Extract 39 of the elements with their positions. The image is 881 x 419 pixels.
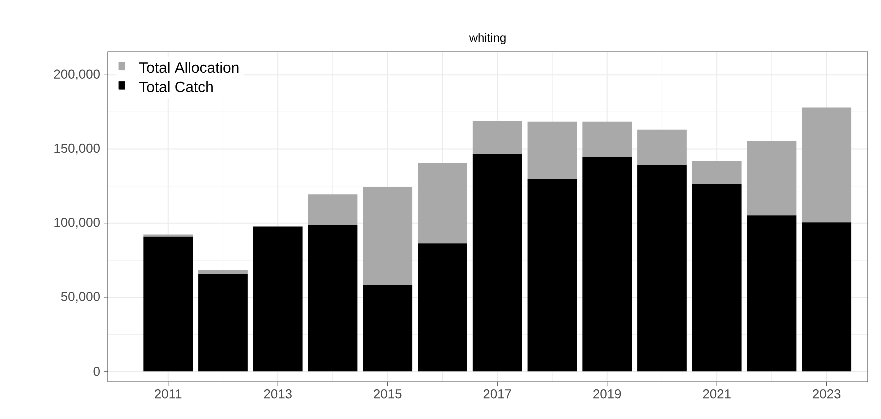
bar xyxy=(528,122,578,180)
y-tick-label: 200,000 xyxy=(54,70,100,80)
chart-title: whiting xyxy=(469,33,506,44)
bar xyxy=(472,121,522,154)
bar xyxy=(363,187,413,286)
x-tick-label: 2021 xyxy=(703,390,731,399)
bar xyxy=(802,108,852,223)
bar xyxy=(253,226,303,372)
x-tick-label: 2011 xyxy=(155,390,182,399)
x-tick-label: 2017 xyxy=(484,390,512,399)
bar xyxy=(418,163,468,244)
bar xyxy=(528,179,578,372)
x-tick-label: 2015 xyxy=(374,390,402,399)
bar xyxy=(638,166,687,372)
bar xyxy=(308,194,358,226)
bar xyxy=(472,154,522,372)
y-tick-label: 150,000 xyxy=(54,144,100,155)
bar xyxy=(747,216,797,372)
y-tick-label: 50,000 xyxy=(61,292,100,303)
legend-label: Total Allocation xyxy=(139,62,239,74)
bar xyxy=(308,225,358,372)
bar xyxy=(363,285,413,372)
bar xyxy=(692,161,742,185)
bar xyxy=(582,122,632,158)
bar xyxy=(747,141,797,216)
bar xyxy=(418,244,468,372)
bar xyxy=(198,274,248,372)
bar xyxy=(582,157,632,372)
bar xyxy=(692,184,742,372)
y-tick-label: 100,000 xyxy=(54,218,100,229)
bar xyxy=(198,270,248,275)
legend-label: Total Catch xyxy=(139,81,213,92)
bar xyxy=(144,236,194,372)
bar xyxy=(802,222,852,372)
bar xyxy=(638,130,687,166)
x-tick-label: 2013 xyxy=(264,390,292,399)
x-tick-label: 2023 xyxy=(813,390,841,399)
x-tick-label: 2019 xyxy=(594,390,622,399)
y-tick-label: 0 xyxy=(94,367,100,376)
